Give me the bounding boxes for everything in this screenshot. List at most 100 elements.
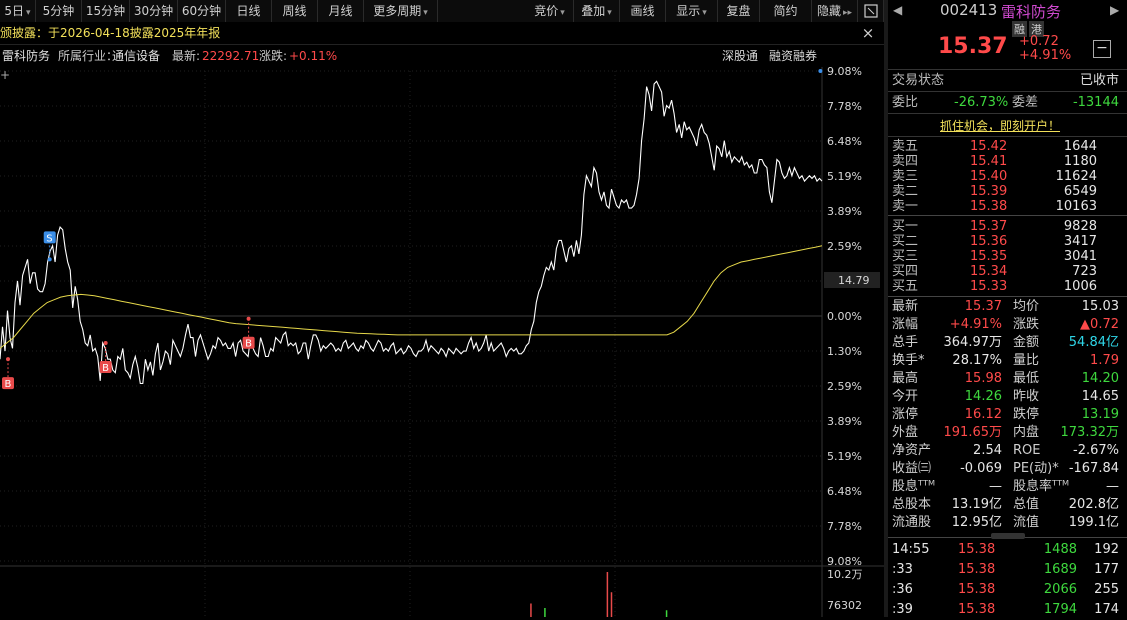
y-tick-label: 0.00% (827, 310, 862, 323)
marker-dot (103, 340, 108, 345)
price-line (0, 80, 823, 385)
stat-value: 12.95亿 (951, 515, 1002, 530)
order-price: 15.41 (970, 154, 1008, 169)
tick-time: :33 (892, 562, 913, 577)
divider (888, 215, 1127, 216)
buy-marker-icon (99, 360, 112, 373)
tick-count: 174 (1094, 602, 1119, 617)
stat-value: -2.67% (1073, 443, 1119, 458)
order-volume: 1180 (1063, 154, 1097, 169)
y-tick-label: 6.48% (827, 135, 862, 148)
y-tick-label: 7.78% (827, 520, 862, 533)
close-icon[interactable]: × (861, 24, 875, 42)
order-row-买一: 买一 15.37 9828 (888, 218, 1127, 236)
order-row-卖四: 卖四 15.41 1180 (888, 153, 1127, 171)
display-dropdown[interactable]: 显示 ▾ (666, 0, 718, 22)
latest-label: 最新: (172, 49, 201, 63)
order-row-买二: 买二 15.36 3417 (888, 233, 1127, 251)
open-account-promo[interactable]: 抓住机会，即刻开户！ (940, 119, 1061, 133)
divider (888, 69, 1127, 70)
display-label: 显示 (676, 4, 701, 18)
volume-bar (606, 572, 609, 617)
collapse-button[interactable]: − (1093, 40, 1111, 58)
order-volume: 6549 (1063, 184, 1097, 199)
period-monthly[interactable]: 月线 (318, 0, 364, 22)
stat-value: 16.12 (964, 407, 1002, 422)
tag-gang: 港 (1029, 21, 1044, 37)
settings-button[interactable] (858, 0, 884, 22)
order-row-卖一: 卖一 15.38 10163 (888, 198, 1127, 216)
chevron-down-icon: ▾ (702, 8, 707, 18)
period-5min[interactable]: 5分钟 (36, 0, 82, 22)
period-60min[interactable]: 60分钟 (178, 0, 226, 22)
replay-button[interactable]: 复盘 (718, 0, 760, 22)
hide-button[interactable]: 隐藏 ▸▸ (812, 0, 858, 22)
auction-label: 竞价 (534, 4, 559, 18)
order-row-买五: 买五 15.33 1006 (888, 278, 1127, 296)
y-tick-label: 3.89% (827, 205, 862, 218)
weibi-value: -26.73% (954, 95, 1009, 110)
y-tick-label: 5.19% (827, 450, 862, 463)
stat-label: 净资产 (892, 443, 932, 458)
draw-line-button[interactable]: 画线 (620, 0, 666, 22)
volume-mid-label: 76302 (827, 599, 862, 612)
period-15min[interactable]: 15分钟 (82, 0, 130, 22)
divider (888, 113, 1127, 114)
period-30min[interactable]: 30分钟 (130, 0, 178, 22)
stat-value: -0.069 (960, 461, 1002, 476)
stat-label: 今开 (892, 389, 919, 404)
tick-volume: 1689 (1043, 562, 1077, 577)
stat-label: 涨跌 (1013, 317, 1040, 332)
intraday-chart[interactable]: 9.08% 7.78% 6.48% 5.19% 3.89% 2.59% 1.30% 0.00%… (0, 43, 884, 617)
stat-value: 199.1亿 (1068, 515, 1119, 530)
stat-label: 股息ᵀᵀᴹ (892, 479, 936, 494)
stat-row: 涨幅 +4.91% 涨跌 ▲0.72 (888, 316, 1127, 334)
stat-value: +4.91% (949, 317, 1002, 332)
expand-ticks-icon[interactable] (991, 533, 1025, 539)
stat-value: 173.32万 (1060, 425, 1120, 440)
quote-panel: ◀ 002413 雷科防务 ▶ 融 港 15.37 +0.72 +4.91% −… (888, 0, 1127, 617)
order-price: 15.37 (970, 219, 1008, 234)
stat-label: 总值 (1013, 497, 1040, 512)
stat-label: 最高 (892, 371, 919, 386)
period-more-label: 更多周期 (373, 4, 422, 18)
order-row-买四: 买四 15.34 723 (888, 263, 1127, 281)
order-price: 15.40 (970, 169, 1008, 184)
period-daily[interactable]: 日线 (226, 0, 272, 22)
overlay-dropdown[interactable]: 叠加 ▾ (574, 0, 620, 22)
panel-divider[interactable] (884, 0, 888, 617)
volume-bar (610, 592, 613, 617)
next-stock-icon[interactable]: ▶ (1110, 3, 1120, 17)
stat-row: 总手 364.97万 金额 54.84亿 (888, 334, 1127, 352)
stat-row: 换手* 28.17% 量比 1.79 (888, 352, 1127, 370)
volume-max-label: 10.2万 (827, 568, 863, 581)
order-price: 15.33 (970, 279, 1008, 294)
buy-marker-icon (2, 377, 14, 390)
weibi-row: 委比 -26.73% 委差 -13144 (888, 94, 1127, 112)
buy-marker-icon (242, 336, 255, 349)
stat-label: 均价 (1013, 299, 1040, 314)
period-5day[interactable]: 5日 ▾ (0, 0, 36, 22)
margin-link[interactable]: 融资融券 (769, 49, 818, 63)
stat-value: ▲0.72 (1080, 317, 1119, 332)
period-toolbar: 5日 ▾ 5分钟 15分钟 30分钟 60分钟 日线 周线 月线 更多周期 ▾ 竞价… (0, 0, 884, 23)
stat-value: 191.65万 (943, 425, 1003, 440)
prev-stock-icon[interactable]: ◀ (893, 3, 903, 17)
stat-value: 54.84亿 (1068, 335, 1119, 350)
stat-row: 外盘 191.65万 内盘 173.32万 (888, 424, 1127, 442)
sz-connect-link[interactable]: 深股通 (722, 49, 759, 63)
tick-time: :39 (892, 602, 913, 617)
marker-dot (47, 257, 52, 262)
chevron-down-icon: ▾ (26, 8, 31, 18)
order-label: 卖一 (892, 199, 919, 214)
order-price: 15.36 (970, 234, 1008, 249)
industry-value[interactable]: 通信设备 (112, 49, 161, 63)
period-weekly[interactable]: 周线 (272, 0, 318, 22)
stat-value: — (989, 479, 1002, 494)
intraday-chart-svg: 9.08% 7.78% 6.48% 5.19% 3.89% 2.59% 1.30% 0.00%… (0, 43, 884, 617)
auction-dropdown[interactable]: 竞价 ▾ (526, 0, 574, 22)
crosshair-icon: + (0, 68, 10, 82)
tick-volume: 1794 (1043, 602, 1077, 617)
period-more-dropdown[interactable]: 更多周期 ▾ (364, 0, 438, 22)
simple-mode-button[interactable]: 简约 (760, 0, 812, 22)
